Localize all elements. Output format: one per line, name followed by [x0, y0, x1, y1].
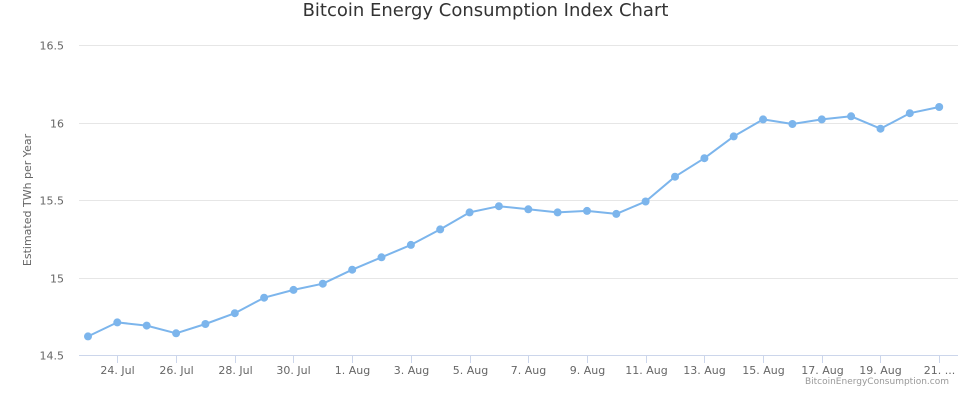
data-point[interactable] — [260, 293, 269, 302]
x-tick-label: 11. Aug — [625, 364, 667, 377]
y-tick-label: 15.5 — [40, 195, 65, 208]
y-tick-label: 16.5 — [40, 40, 65, 53]
x-tick-label: 26. Jul — [159, 364, 193, 377]
y-tick-label: 15 — [50, 273, 64, 286]
grid-layer — [79, 45, 958, 279]
series-layer — [84, 103, 944, 341]
x-tick-label: 17. Aug — [801, 364, 843, 377]
data-point[interactable] — [553, 208, 562, 217]
x-tick-label: 9. Aug — [570, 364, 605, 377]
data-point[interactable] — [729, 132, 738, 141]
data-point[interactable] — [935, 103, 944, 111]
data-point[interactable] — [172, 329, 181, 338]
data-point[interactable] — [142, 321, 151, 330]
data-point[interactable] — [876, 124, 885, 133]
data-point[interactable] — [494, 202, 503, 211]
data-point[interactable] — [84, 332, 92, 341]
data-point[interactable] — [905, 109, 914, 118]
data-point[interactable] — [289, 285, 298, 294]
x-tick-label: 24. Jul — [100, 364, 134, 377]
data-point[interactable] — [436, 225, 445, 234]
y-axis-title: Estimated TWh per Year — [21, 133, 34, 266]
x-tick-label: 5. Aug — [453, 364, 488, 377]
x-tick-label: 1. Aug — [335, 364, 370, 377]
data-point[interactable] — [348, 265, 357, 274]
data-point[interactable] — [377, 253, 386, 262]
axis-layer: 14.5 15 15.5 16 16.5 24. Jul 26. Jul 28. Jul 30.… — [40, 40, 958, 377]
x-tick-label: 3. Aug — [394, 364, 429, 377]
data-point[interactable] — [847, 112, 856, 121]
x-tick-label: 21. ... — [924, 364, 955, 377]
x-tick-label: 28. Jul — [218, 364, 252, 377]
data-point[interactable] — [318, 279, 327, 288]
x-tick-label: 19. Aug — [859, 364, 901, 377]
data-point[interactable] — [201, 320, 210, 328]
data-point[interactable] — [788, 120, 797, 128]
data-point[interactable] — [465, 208, 474, 217]
x-tick-label: 15. Aug — [742, 364, 784, 377]
series-line — [87, 106, 940, 338]
chart-title: Bitcoin Energy Consumption Index Chart — [302, 0, 669, 21]
chart-credit[interactable]: BitcoinEnergyConsumption.com — [804, 377, 949, 387]
data-point[interactable] — [817, 115, 826, 124]
x-tick-label: 7. Aug — [511, 364, 546, 377]
data-point[interactable] — [612, 209, 621, 218]
data-point[interactable] — [700, 154, 709, 163]
data-point[interactable] — [671, 172, 679, 181]
y-tick-label: 14.5 — [40, 350, 65, 363]
y-tick-label: 16 — [50, 118, 64, 131]
data-point[interactable] — [113, 318, 122, 327]
data-point[interactable] — [641, 197, 650, 206]
data-point[interactable] — [524, 205, 533, 214]
x-tick-label: 13. Aug — [683, 364, 725, 377]
x-tick-label: 30. Jul — [276, 364, 310, 377]
data-point[interactable] — [583, 206, 591, 215]
data-point[interactable] — [230, 309, 239, 318]
data-point[interactable] — [406, 240, 415, 249]
data-point[interactable] — [759, 115, 768, 124]
